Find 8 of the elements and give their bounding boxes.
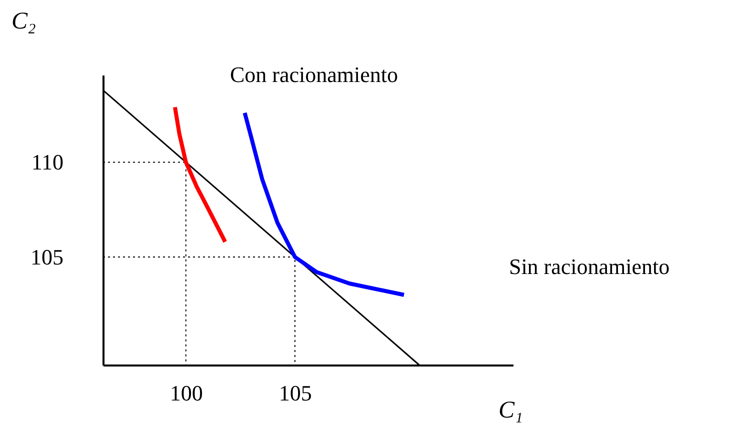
- line-series: [172, 105, 228, 244]
- text: Con racionamiento: [230, 62, 398, 88]
- y-axis-title: C₂: [12, 8, 36, 34]
- x-tick-label: 100: [170, 380, 203, 406]
- line-series: [242, 110, 406, 297]
- x-axis-title: C₁: [498, 398, 523, 424]
- text: Sin racionamiento: [508, 254, 670, 279]
- y-tick-label: 110: [31, 150, 64, 175]
